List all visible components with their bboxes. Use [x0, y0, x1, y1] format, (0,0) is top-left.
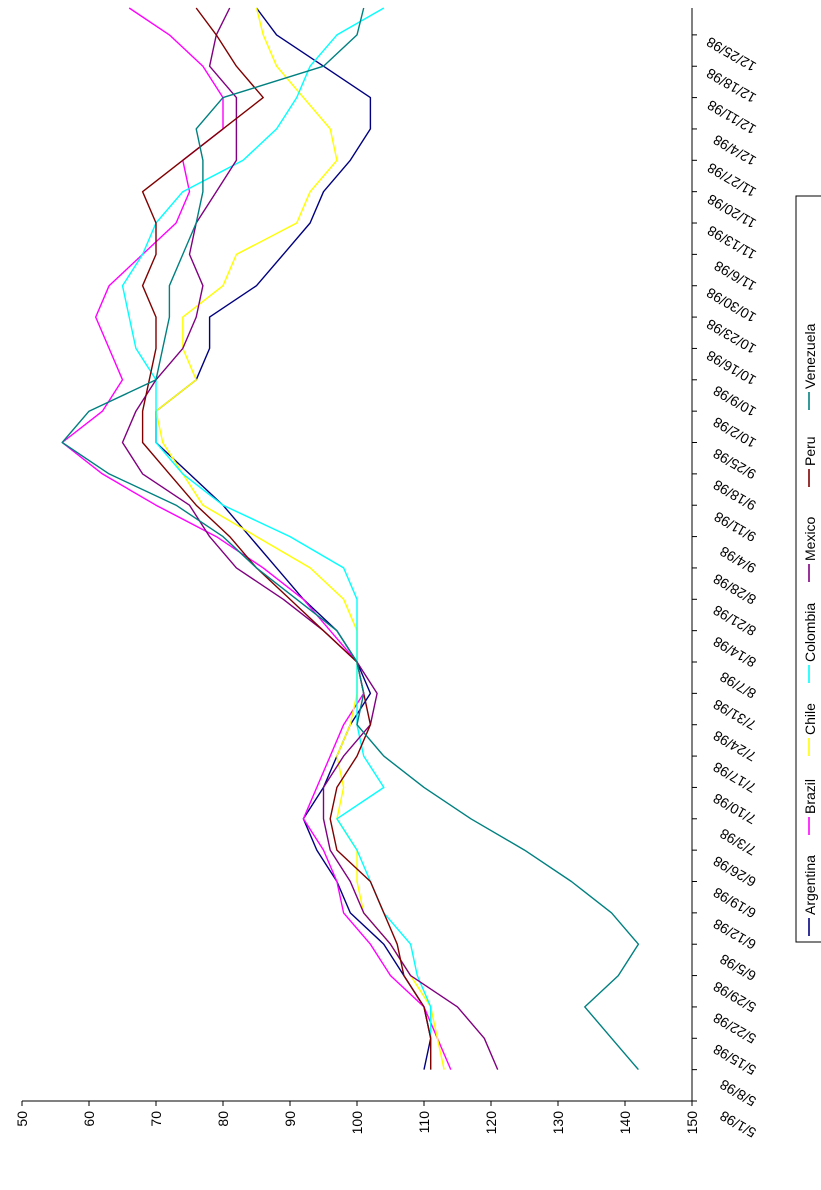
series-line-mexico — [121, 7, 499, 1070]
legend-label-venezuela: Venezuela — [802, 323, 818, 389]
y-tick-label: 100 — [349, 1111, 365, 1135]
x-tick-label: 7/3/98 — [717, 825, 759, 858]
plot-area — [22, 8, 692, 1101]
y-tick-label: 120 — [483, 1111, 499, 1135]
series-line-venezuela — [61, 7, 640, 1071]
legend-label-brazil: Brazil — [802, 779, 818, 814]
x-tick-label: 5/1/98 — [717, 1108, 759, 1141]
x-axis-tick-labels: 5/1/985/8/985/15/985/22/985/29/986/5/986… — [703, 34, 758, 1141]
legend-label-mexico: Mexico — [802, 516, 818, 561]
series-line-brazil — [61, 7, 452, 1070]
legend-label-colombia: Colombia — [802, 603, 818, 662]
y-tick-label: 110 — [416, 1111, 432, 1134]
series-line-chile — [155, 7, 445, 1070]
x-tick-label: 5/8/98 — [717, 1076, 759, 1109]
legend-label-argentina: Argentina — [802, 855, 818, 915]
legend: Argentina Brazil Chile Colombia Mexico Peru Ve… — [795, 195, 821, 943]
y-tick-label: 50 — [14, 1111, 30, 1127]
legend-label-chile: Chile — [802, 703, 818, 735]
y-tick-label: 60 — [81, 1111, 97, 1127]
y-tick-label: 80 — [215, 1111, 231, 1127]
series-line-argentina — [155, 7, 432, 1070]
series-line-peru — [141, 7, 432, 1070]
y-tick-label: 70 — [148, 1111, 164, 1127]
axes — [21, 8, 697, 1106]
x-tick-label: 9/4/98 — [717, 543, 759, 576]
y-tick-label: 130 — [550, 1111, 566, 1135]
series-lines — [61, 7, 640, 1071]
y-axis-tick-labels: 50 60 70 80 90 100 110 120 130 140 150 — [14, 1111, 700, 1135]
legend-label-peru: Peru — [802, 436, 818, 466]
x-tick-label: 8/7/98 — [717, 669, 759, 702]
y-tick-label: 150 — [684, 1111, 700, 1135]
x-tick-label: 6/5/98 — [717, 951, 759, 984]
y-tick-label: 90 — [282, 1111, 298, 1127]
y-tick-label: 140 — [617, 1111, 633, 1135]
